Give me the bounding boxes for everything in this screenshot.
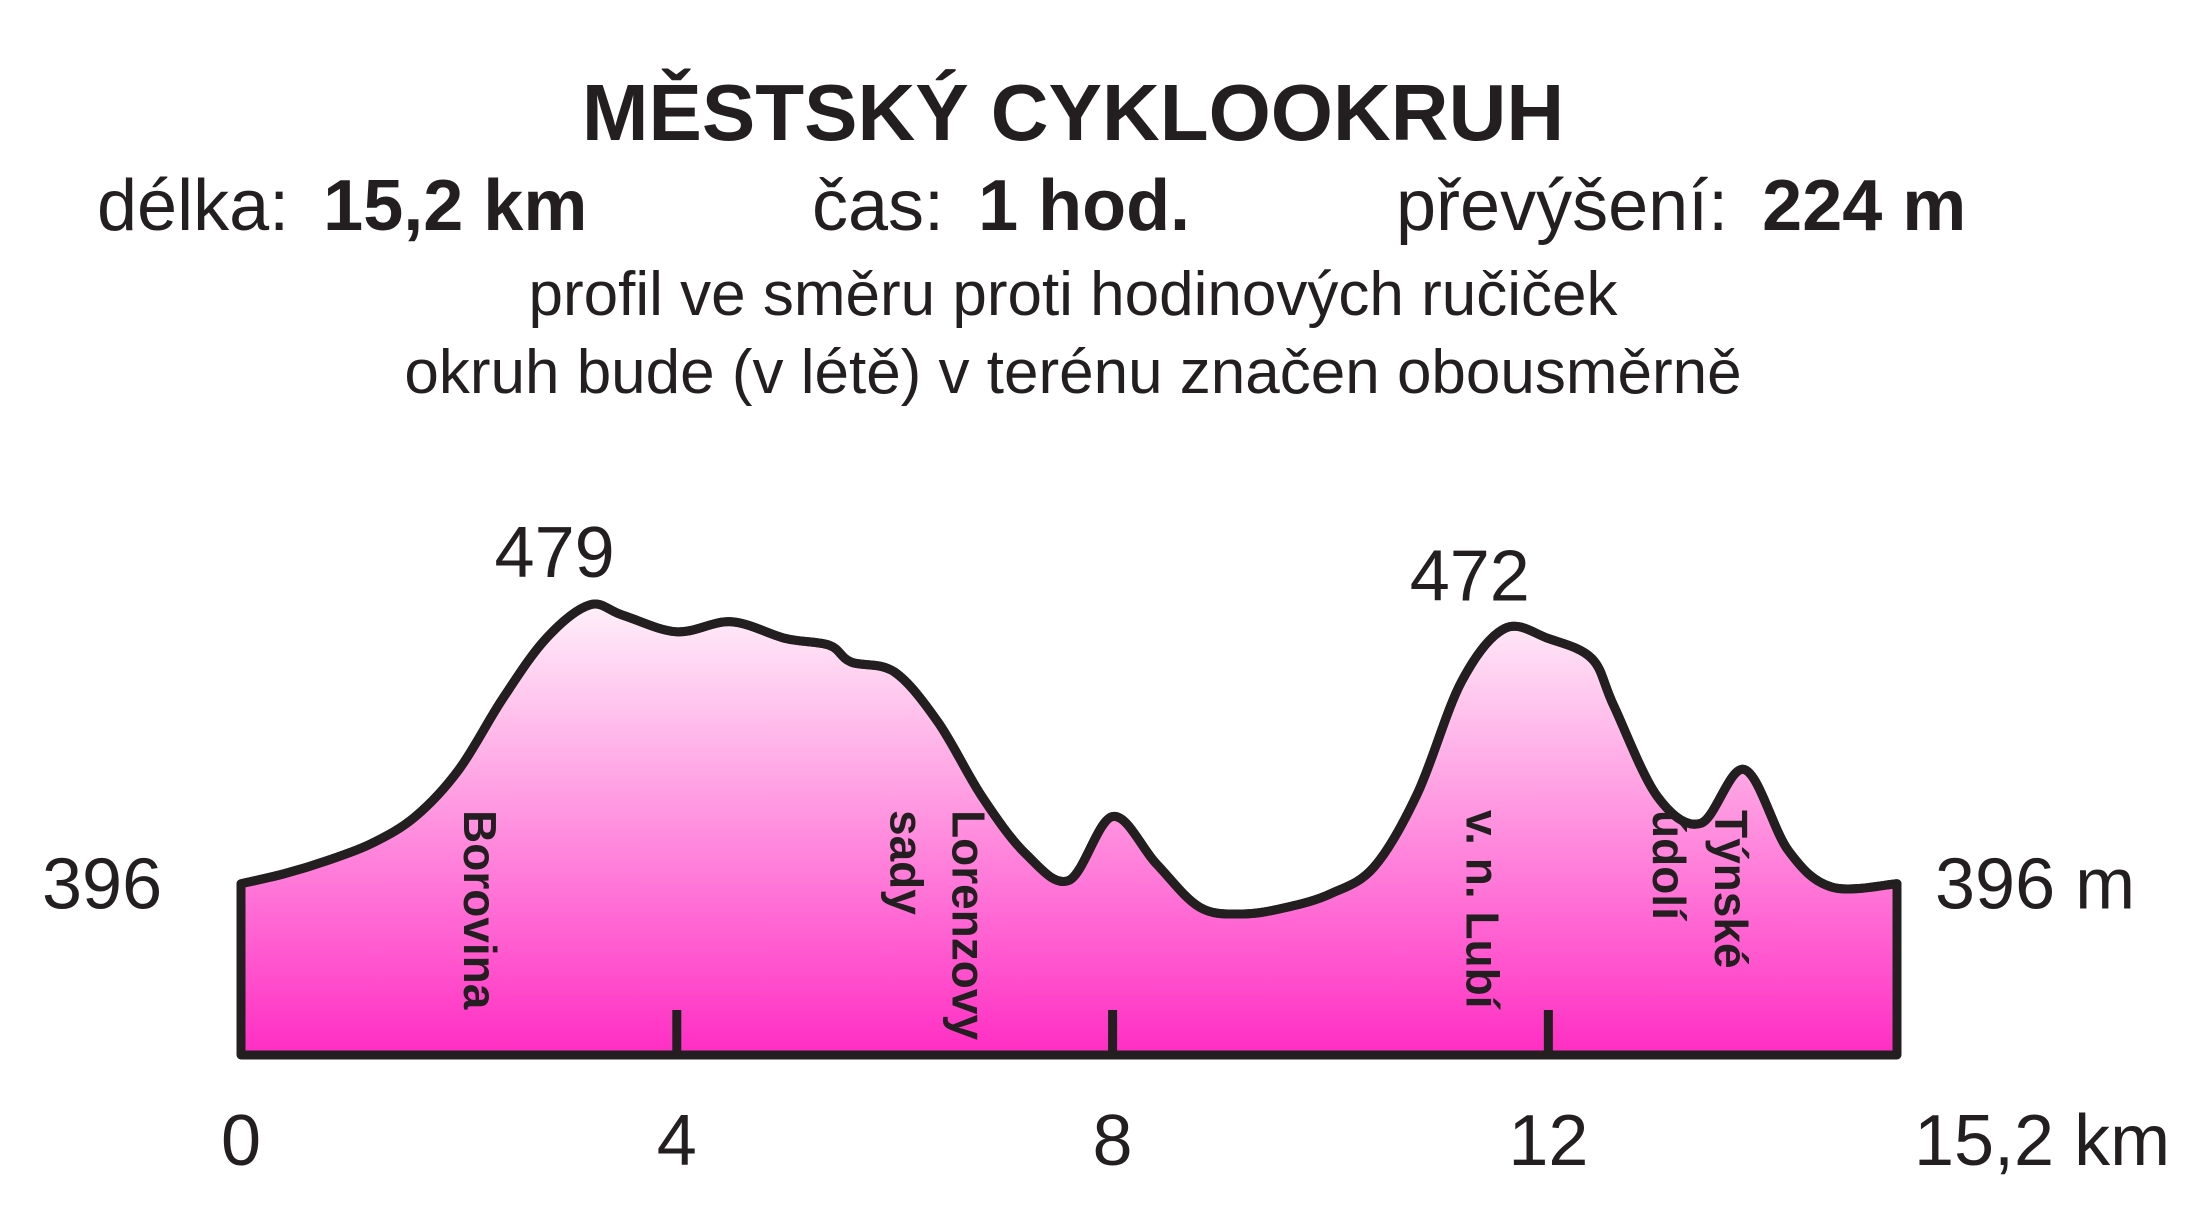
place-label: v. n. Lubí bbox=[1456, 810, 1508, 1011]
x-tick-label: 15,2 km bbox=[1914, 1101, 2170, 1181]
place-label: Týnské bbox=[1705, 810, 1757, 969]
peak-elevation-label: 479 bbox=[495, 513, 615, 593]
x-tick-label: 12 bbox=[1508, 1101, 1588, 1181]
elevation-line bbox=[236, 599, 1902, 919]
place-label: Borovina bbox=[454, 810, 506, 1010]
start-elevation-label: 396 bbox=[42, 845, 162, 925]
place-label: Lorenzovy bbox=[943, 810, 995, 1040]
x-tick-label: 4 bbox=[657, 1101, 697, 1181]
subtitle-marking: okruh bude (v létě) v terénu značen obou… bbox=[404, 338, 1741, 407]
x-tick-label: 8 bbox=[1093, 1101, 1133, 1181]
subtitle-direction: profil ve směru proti hodinových ručiček bbox=[529, 260, 1619, 329]
x-axis-ticks: 0 4 8 12 15,2 km bbox=[221, 1010, 2170, 1181]
time-label: čas: bbox=[812, 166, 944, 246]
stats-line: délka: 15,2 km bbox=[97, 166, 587, 246]
end-elevation-label: 396 m bbox=[1935, 845, 2135, 925]
elevation-area bbox=[236, 599, 1902, 1060]
climb-line: převýšení: 224 m bbox=[1396, 166, 1966, 246]
climb-value: 224 m bbox=[1762, 166, 1966, 246]
length-value: 15,2 km bbox=[323, 166, 587, 246]
place-label: sady bbox=[881, 810, 933, 915]
climb-label: převýšení: bbox=[1396, 166, 1728, 246]
length-label: délka: bbox=[97, 166, 289, 246]
x-tick-label: 0 bbox=[221, 1101, 261, 1181]
chart-title: MĚSTSKÝ CYKLOOKRUH bbox=[582, 68, 1564, 157]
time-value: 1 hod. bbox=[978, 166, 1190, 246]
place-label: údolí bbox=[1643, 810, 1695, 922]
peak-elevation-label: 472 bbox=[1410, 536, 1530, 616]
time-line: čas: 1 hod. bbox=[812, 166, 1190, 246]
